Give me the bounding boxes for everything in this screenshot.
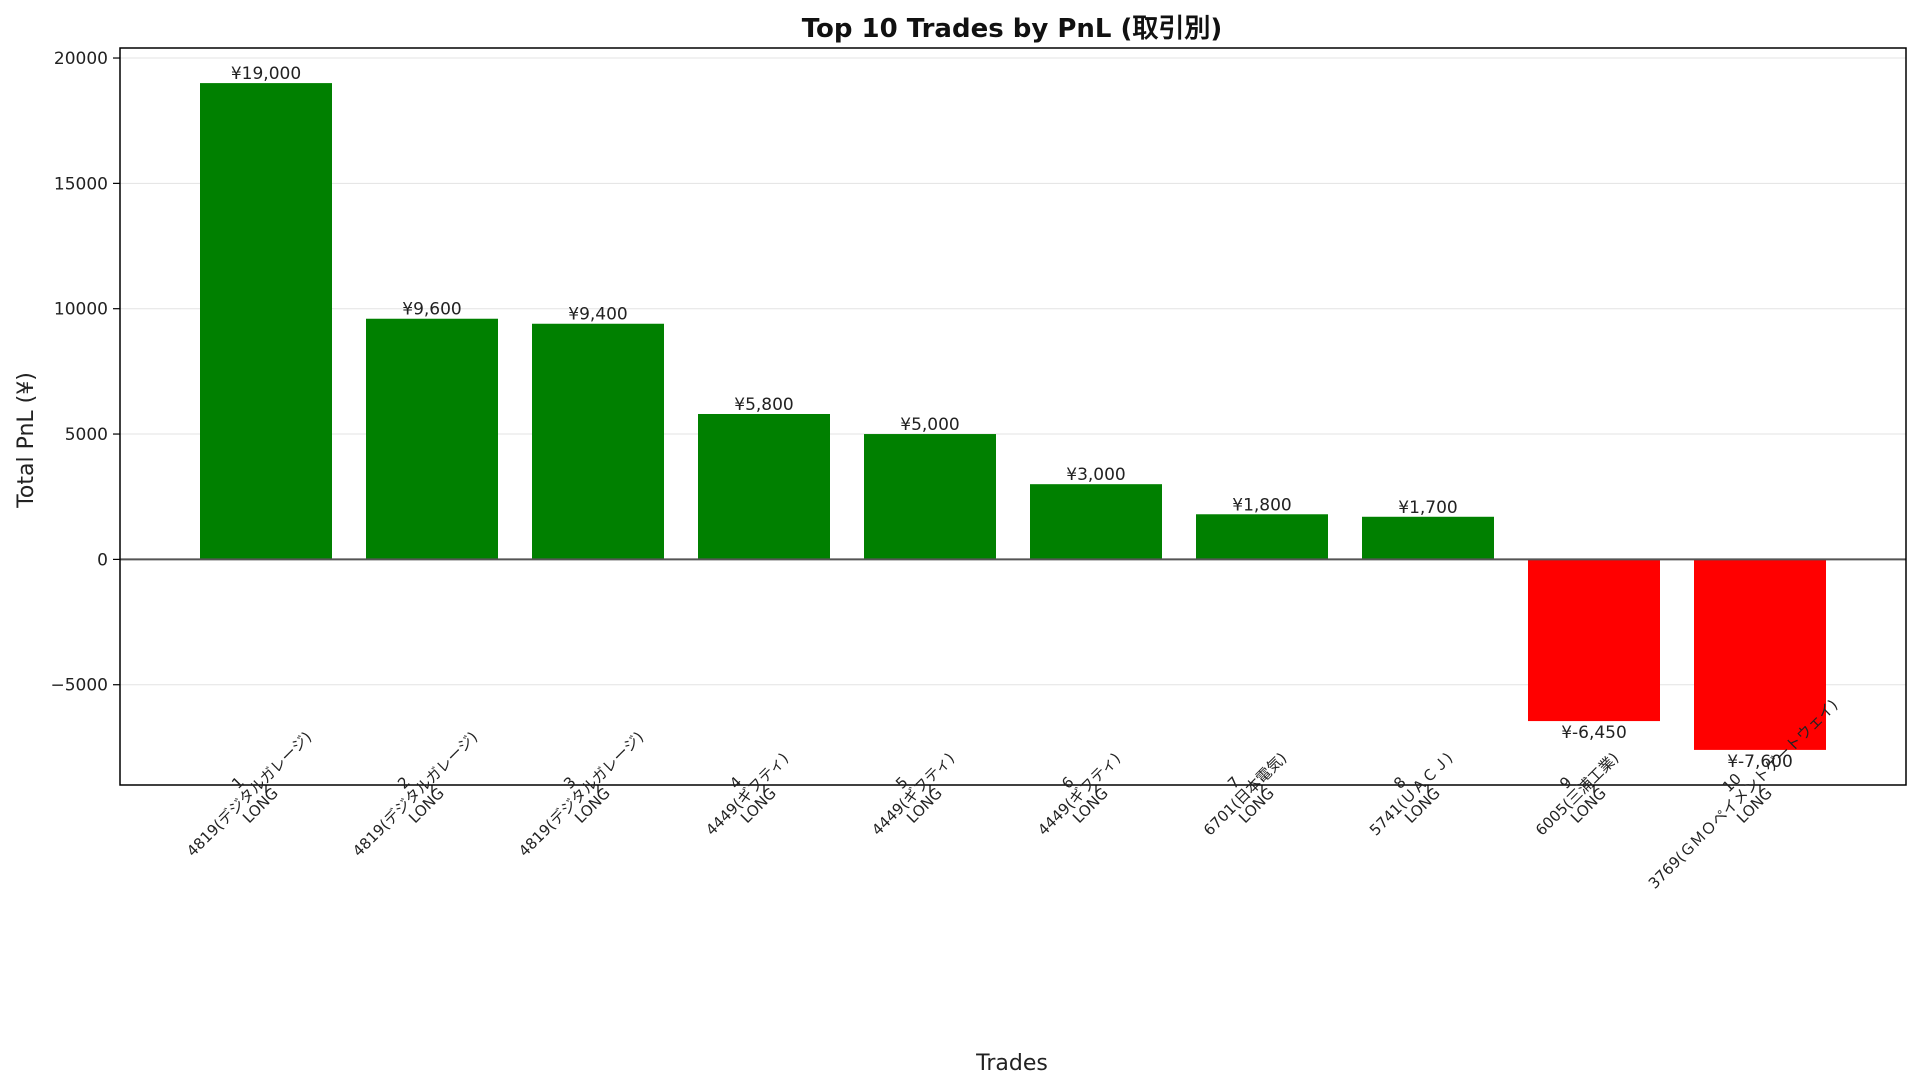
bar	[1362, 516, 1494, 560]
bar-value-label: ¥5,800	[734, 395, 793, 415]
x-tick-label-line: 4819(デジタルガレージ)	[349, 728, 481, 860]
y-tick-label: −5000	[50, 676, 108, 696]
y-tick-label: 20000	[54, 49, 108, 69]
chart-title: Top 10 Trades by PnL (取引別)	[802, 14, 1223, 44]
bar-value-label: ¥1,800	[1232, 495, 1291, 515]
bar	[200, 83, 332, 560]
bar	[1694, 559, 1826, 750]
x-tick-label-line: 6701(日本電気)	[1200, 749, 1290, 839]
bar-value-label: ¥-6,450	[1561, 723, 1627, 743]
x-tick-label-line: 4819(デジタルガレージ)	[183, 728, 315, 860]
plot-frame	[119, 47, 1907, 786]
y-axis-title: Total PnL (¥)	[14, 372, 39, 509]
y-tick-label: 15000	[54, 174, 108, 194]
bar	[1196, 514, 1328, 560]
x-axis-title: Trades	[975, 1051, 1048, 1076]
bar-value-label: ¥1,700	[1398, 498, 1457, 518]
bar	[864, 434, 996, 560]
bar-value-label: ¥5,000	[900, 415, 959, 435]
bar-value-label: ¥9,400	[568, 305, 627, 325]
bar	[1030, 484, 1162, 560]
bar	[532, 323, 664, 560]
bar	[698, 413, 830, 560]
bars	[200, 83, 1826, 750]
y-tick-label: 5000	[65, 425, 108, 445]
x-tick-label-line: 6005(三浦工業)	[1532, 749, 1622, 839]
bar-value-label: ¥3,000	[1066, 465, 1125, 485]
bar	[1528, 559, 1660, 722]
bar-value-label: ¥-7,600	[1727, 752, 1793, 772]
bar	[366, 318, 498, 560]
x-tick-label-line: 5741(ＵＡＣＪ)	[1366, 749, 1456, 839]
bar-value-label: ¥9,600	[402, 300, 461, 320]
x-tick-label-line: 4819(デジタルガレージ)	[515, 728, 647, 860]
bar-value-labels: ¥19,000 ¥9,600 ¥9,400 ¥5,800 ¥5,000 ¥3,000 ¥1,…	[231, 64, 1793, 772]
bar-value-label: ¥19,000	[231, 64, 301, 84]
y-tick-label: 10000	[54, 300, 108, 320]
y-tick-label: 0	[97, 550, 108, 570]
y-axis-ticks: −5000 0 5000 10000 15000 20000	[50, 49, 120, 696]
